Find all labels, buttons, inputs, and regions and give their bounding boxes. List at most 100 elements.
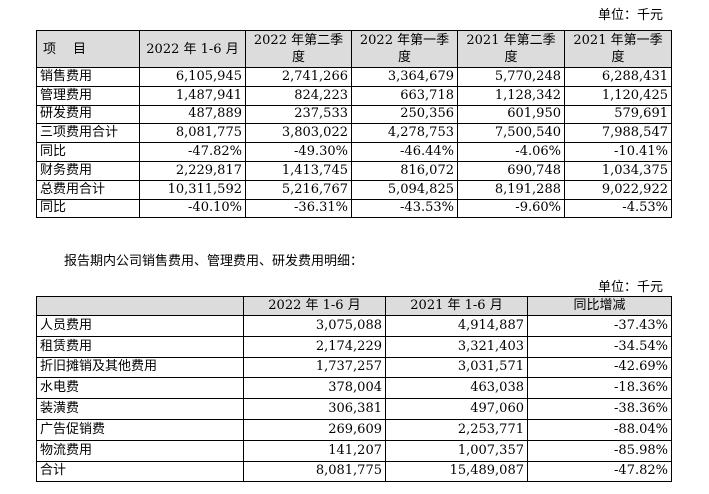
- table-cell: 2,229,817: [139, 160, 246, 181]
- table-cell: 141,207: [243, 439, 386, 462]
- table-cell: -38.36%: [527, 398, 672, 420]
- column-header: 2021 年第二季度: [457, 30, 565, 68]
- column-header: 2022 年第二季度: [245, 30, 352, 68]
- row-label: 财务费用: [36, 160, 140, 181]
- table-cell: -36.31%: [245, 198, 352, 219]
- table-row: 总费用合计 10,311,592 5,216,767 5,094,825 8,191,2…: [36, 179, 672, 200]
- row-label: 研发费用: [36, 104, 140, 125]
- table-row: 三项费用合计 8,081,775 3,803,022 4,278,753 7,500,5…: [36, 123, 672, 144]
- row-label: 折旧摊销及其他费用: [36, 356, 244, 379]
- table-cell: -9.60%: [457, 198, 565, 219]
- table-cell: 10,311,592: [139, 179, 246, 200]
- table-row: 水电费 378,004 463,038 -18.36%: [36, 377, 672, 400]
- table-cell: 1,034,375: [564, 160, 672, 181]
- table-cell: -4.53%: [564, 198, 672, 219]
- table-cell: 4,914,887: [385, 315, 528, 337]
- column-header: 同比增减: [527, 296, 672, 316]
- row-label: 人员费用: [36, 315, 244, 337]
- table-row: 人员费用 3,075,088 4,914,887 -37.43%: [36, 315, 672, 337]
- table-cell: 8,081,775: [139, 123, 246, 144]
- table-cell: 378,004: [243, 377, 386, 400]
- table-cell: 487,889: [139, 104, 246, 125]
- table-cell: 7,988,547: [564, 123, 672, 144]
- table-row: 研发费用 487,889 237,533 250,356 601,950 579,691: [36, 104, 672, 125]
- row-label: 销售费用: [36, 67, 140, 87]
- table-row: 同比 -47.82% -49.30% -46.44% -4.06% -10.41%: [36, 142, 672, 162]
- expense-summary-table: 项 目 2022 年 1-6 月 2022 年第二季度 2022 年第一季度 2…: [36, 30, 672, 219]
- table-row: 装潢费 306,381 497,060 -38.36%: [36, 398, 672, 420]
- table-cell: 497,060: [385, 398, 528, 420]
- table-cell: 2,741,266: [245, 67, 352, 87]
- table-cell: 1,413,745: [245, 160, 352, 181]
- expense-detail-table: 2022 年 1-6 月 2021 年 1-6 月 同比增减 人员费用 3,075…: [36, 296, 672, 483]
- table-cell: 306,381: [243, 398, 386, 420]
- table-row: 销售费用 6,105,945 2,741,266 3,364,679 5,770,248…: [36, 67, 672, 87]
- table-cell: 15,489,087: [385, 460, 528, 483]
- table-cell: 250,356: [351, 104, 458, 125]
- table-cell: 6,105,945: [139, 67, 246, 87]
- row-label: 广告促销费: [36, 418, 244, 441]
- table-row: 租赁费用 2,174,229 3,321,403 -34.54%: [36, 335, 672, 358]
- table-cell: 237,533: [245, 104, 352, 125]
- table-row: 财务费用 2,229,817 1,413,745 816,072 690,748 1,03…: [36, 160, 672, 181]
- table-row: 管理费用 1,487,941 824,223 663,718 1,128,342 1,12…: [36, 85, 672, 106]
- table-cell: 2,253,771: [385, 418, 528, 441]
- table-cell: -85.98%: [527, 439, 672, 462]
- table-header-row: 2022 年 1-6 月 2021 年 1-6 月 同比增减: [36, 296, 672, 316]
- table-cell: 3,803,022: [245, 123, 352, 144]
- table-cell: 3,321,403: [385, 335, 528, 358]
- row-label: 总费用合计: [36, 179, 140, 200]
- table-cell: 3,364,679: [351, 67, 458, 87]
- row-label: 同比: [36, 142, 140, 162]
- table-cell: 1,487,941: [139, 85, 246, 106]
- table-cell: -4.06%: [457, 142, 565, 162]
- row-label: 合计: [36, 460, 244, 483]
- row-label: 三项费用合计: [36, 123, 140, 144]
- row-label: 租赁费用: [36, 335, 244, 358]
- table-cell: 6,288,431: [564, 67, 672, 87]
- table-cell: -49.30%: [245, 142, 352, 162]
- table-cell: 1,128,342: [457, 85, 565, 106]
- table-cell: -43.53%: [351, 198, 458, 219]
- table-cell: 5,094,825: [351, 179, 458, 200]
- column-header: 2022 年第一季度: [351, 30, 458, 68]
- table-cell: -10.41%: [564, 142, 672, 162]
- table-cell: -47.82%: [527, 460, 672, 483]
- table-cell: 269,609: [243, 418, 386, 441]
- table-cell: -37.43%: [527, 315, 672, 337]
- row-label: 同比: [36, 198, 140, 219]
- table-cell: 1,737,257: [243, 356, 386, 379]
- table-cell: 690,748: [457, 160, 565, 181]
- table-cell: -42.69%: [527, 356, 672, 379]
- table-cell: 5,770,248: [457, 67, 565, 87]
- row-label: 水电费: [36, 377, 244, 400]
- column-header: 2021 年 1-6 月: [385, 296, 528, 316]
- column-header: 2022 年 1-6 月: [243, 296, 386, 316]
- row-label: 装潢费: [36, 398, 244, 420]
- table-cell: 7,500,540: [457, 123, 565, 144]
- table-row: 同比 -40.10% -36.31% -43.53% -9.60% -4.53%: [36, 198, 672, 219]
- table-cell: 601,950: [457, 104, 565, 125]
- table-cell: -34.54%: [527, 335, 672, 358]
- table-cell: 2,174,229: [243, 335, 386, 358]
- table-cell: 4,278,753: [351, 123, 458, 144]
- table-cell: -18.36%: [527, 377, 672, 400]
- table-cell: 8,191,288: [457, 179, 565, 200]
- table-cell: 3,031,571: [385, 356, 528, 379]
- table-cell: 1,120,425: [564, 85, 672, 106]
- table-row: 折旧摊销及其他费用 1,737,257 3,031,571 -42.69%: [36, 356, 672, 379]
- unit-label-table1: 单位：千元: [597, 8, 663, 23]
- unit-label-table2: 单位：千元: [597, 280, 663, 295]
- table-cell: 9,022,922: [564, 179, 672, 200]
- table-cell: 463,038: [385, 377, 528, 400]
- column-header: 2021 年第一季度: [564, 30, 672, 68]
- row-label: 管理费用: [36, 85, 140, 106]
- table-row: 物流费用 141,207 1,007,357 -85.98%: [36, 439, 672, 462]
- column-header: [36, 296, 244, 316]
- column-header: 2022 年 1-6 月: [139, 30, 246, 68]
- table-header-row: 项 目 2022 年 1-6 月 2022 年第二季度 2022 年第一季度 2…: [36, 30, 672, 68]
- table-cell: 5,216,767: [245, 179, 352, 200]
- table-cell: -47.82%: [139, 142, 246, 162]
- table-cell: -40.10%: [139, 198, 246, 219]
- detail-note: 报告期内公司销售费用、管理费用、研发费用明细：: [64, 254, 364, 269]
